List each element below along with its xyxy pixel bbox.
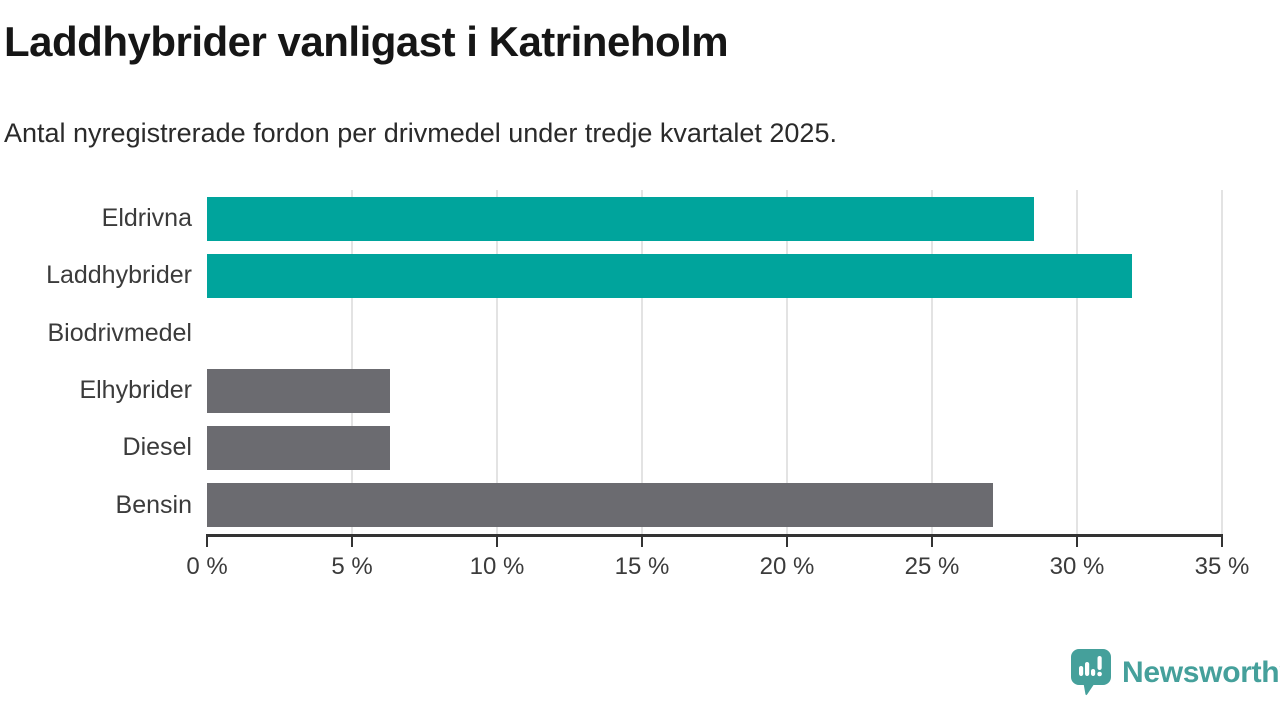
bar-elhybrider bbox=[207, 368, 390, 413]
newsworthy-logo-text: Newsworthy bbox=[1122, 656, 1280, 689]
bar-row bbox=[207, 305, 1222, 362]
gridline bbox=[351, 190, 353, 534]
newsworthy-logo-icon bbox=[1071, 649, 1111, 696]
gridline bbox=[1076, 190, 1078, 534]
x-axis-tick-label: 0 % bbox=[186, 553, 228, 580]
x-axis-tick bbox=[351, 534, 353, 547]
bar-row bbox=[207, 247, 1222, 304]
x-axis-tick-label: 35 % bbox=[1194, 553, 1250, 580]
bar-row bbox=[207, 362, 1222, 419]
x-axis-tick bbox=[641, 534, 643, 547]
plot-area bbox=[207, 190, 1223, 534]
category-label: Diesel bbox=[122, 433, 192, 462]
chart-subtitle: Antal nyregistrerade fordon per drivmede… bbox=[4, 118, 837, 148]
bar-eldrivna bbox=[207, 196, 1034, 241]
bar-row bbox=[207, 477, 1222, 534]
y-axis-labels: Eldrivna Laddhybrider Biodrivmedel Elhybrid… bbox=[0, 190, 192, 534]
x-axis-tick-label: 5 % bbox=[331, 553, 373, 580]
bar-diesel bbox=[207, 425, 390, 470]
newsworthy-logo: Newsworthy bbox=[1070, 649, 1280, 697]
x-axis-tick-label: 25 % bbox=[904, 553, 960, 580]
gridline bbox=[641, 190, 643, 534]
x-axis-tick bbox=[1076, 534, 1078, 547]
x-axis: 0 % 5 % 10 % 15 % 20 % 25 % 30 % 35 % bbox=[186, 534, 1249, 594]
category-label: Laddhybrider bbox=[46, 261, 192, 290]
gridline bbox=[1221, 190, 1223, 534]
x-axis-tick bbox=[496, 534, 498, 547]
x-axis-tick-label: 15 % bbox=[614, 553, 670, 580]
bar-row bbox=[207, 190, 1222, 247]
chart-title: Laddhybrider vanligast i Katrineholm bbox=[4, 18, 729, 65]
gridline bbox=[496, 190, 498, 534]
x-axis-tick-label: 30 % bbox=[1049, 553, 1105, 580]
category-label: Biodrivmedel bbox=[47, 318, 192, 347]
x-axis-tick bbox=[1221, 534, 1223, 547]
bar-row bbox=[207, 419, 1222, 476]
x-axis-tick bbox=[206, 534, 208, 547]
x-axis-tick bbox=[786, 534, 788, 547]
category-label: Elhybrider bbox=[79, 376, 192, 405]
category-label: Bensin bbox=[115, 490, 192, 519]
gridline bbox=[931, 190, 933, 534]
x-axis-tick-label: 20 % bbox=[759, 553, 815, 580]
bar-laddhybrider bbox=[207, 253, 1133, 298]
x-axis-tick bbox=[931, 534, 933, 547]
bar-bensin bbox=[207, 483, 993, 528]
category-label: Eldrivna bbox=[101, 204, 192, 233]
x-axis-tick-label: 10 % bbox=[469, 553, 525, 580]
gridline bbox=[786, 190, 788, 534]
x-axis-line bbox=[207, 534, 1222, 537]
